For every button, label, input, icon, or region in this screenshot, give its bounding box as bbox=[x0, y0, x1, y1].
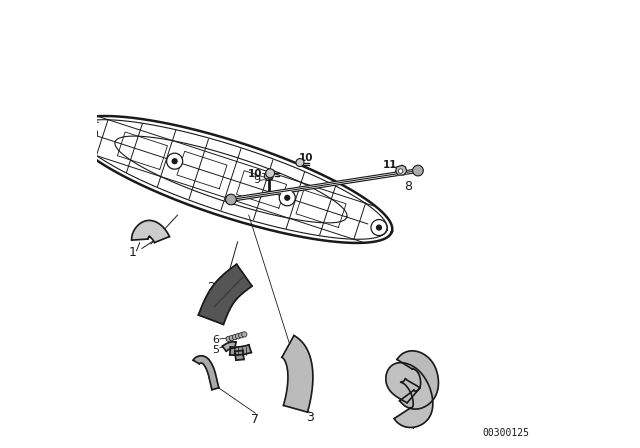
Polygon shape bbox=[193, 356, 219, 390]
Circle shape bbox=[86, 130, 92, 137]
Polygon shape bbox=[198, 264, 252, 324]
Text: 11: 11 bbox=[383, 160, 397, 170]
Polygon shape bbox=[396, 165, 407, 175]
Polygon shape bbox=[397, 351, 438, 409]
Polygon shape bbox=[222, 342, 236, 351]
Text: 00300125: 00300125 bbox=[483, 428, 529, 438]
Text: 7: 7 bbox=[252, 413, 259, 426]
Circle shape bbox=[296, 159, 304, 167]
Polygon shape bbox=[230, 345, 252, 355]
Text: 9: 9 bbox=[253, 175, 260, 185]
Circle shape bbox=[266, 169, 275, 178]
Circle shape bbox=[81, 125, 97, 142]
Text: 5: 5 bbox=[212, 345, 219, 354]
Circle shape bbox=[166, 153, 182, 169]
Circle shape bbox=[284, 195, 291, 201]
Text: 2: 2 bbox=[207, 281, 215, 294]
Text: 1: 1 bbox=[129, 246, 137, 259]
Circle shape bbox=[226, 194, 236, 205]
Circle shape bbox=[236, 333, 241, 339]
Circle shape bbox=[413, 165, 423, 176]
Polygon shape bbox=[386, 362, 433, 427]
Polygon shape bbox=[235, 350, 244, 360]
Circle shape bbox=[264, 172, 273, 181]
Circle shape bbox=[376, 224, 382, 231]
Circle shape bbox=[232, 334, 237, 340]
Circle shape bbox=[242, 332, 247, 337]
Text: 10: 10 bbox=[248, 169, 262, 179]
Circle shape bbox=[279, 190, 295, 206]
Text: 4: 4 bbox=[407, 419, 415, 432]
Text: 8: 8 bbox=[404, 180, 412, 193]
Circle shape bbox=[239, 332, 244, 338]
Circle shape bbox=[172, 158, 178, 164]
Text: 6: 6 bbox=[212, 335, 219, 345]
Circle shape bbox=[371, 220, 387, 236]
Circle shape bbox=[226, 336, 232, 341]
Circle shape bbox=[229, 335, 234, 340]
Polygon shape bbox=[282, 336, 313, 412]
Circle shape bbox=[398, 169, 403, 173]
Text: 10: 10 bbox=[298, 153, 313, 163]
Polygon shape bbox=[132, 220, 170, 242]
Text: 3: 3 bbox=[307, 411, 314, 424]
